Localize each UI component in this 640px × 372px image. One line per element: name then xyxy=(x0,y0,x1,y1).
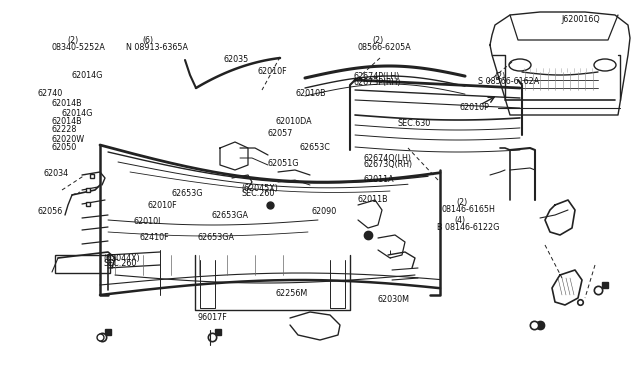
Text: 62011A: 62011A xyxy=(364,174,395,183)
Text: 62011B: 62011B xyxy=(357,196,388,205)
Text: 62051G: 62051G xyxy=(267,158,298,167)
Ellipse shape xyxy=(594,59,616,71)
Text: 62020W: 62020W xyxy=(52,135,85,144)
Text: 62410F: 62410F xyxy=(139,234,168,243)
Text: 62674Q(LH): 62674Q(LH) xyxy=(363,154,411,163)
Text: SEC.260: SEC.260 xyxy=(241,189,275,199)
Text: (62044X): (62044X) xyxy=(103,253,140,263)
Text: 62740: 62740 xyxy=(37,90,62,99)
Text: (2): (2) xyxy=(456,199,467,208)
Text: 62653GA: 62653GA xyxy=(211,211,248,219)
Text: 62035: 62035 xyxy=(224,55,249,64)
Text: 62010I: 62010I xyxy=(134,218,161,227)
Text: (4): (4) xyxy=(454,217,465,225)
Text: 62653GA: 62653GA xyxy=(198,234,235,243)
Text: (2): (2) xyxy=(494,71,505,80)
Text: J620016Q: J620016Q xyxy=(561,16,600,25)
Text: (6): (6) xyxy=(142,36,153,45)
Text: SEC.260: SEC.260 xyxy=(103,260,136,269)
Bar xyxy=(55,255,110,273)
Text: 62014G: 62014G xyxy=(62,109,93,118)
Text: 62034: 62034 xyxy=(44,170,69,179)
Text: 62673Q(RH): 62673Q(RH) xyxy=(363,160,412,169)
Text: 62014G: 62014G xyxy=(71,71,102,80)
Text: 08566-6205A: 08566-6205A xyxy=(357,42,411,51)
Text: B 08146-6122G: B 08146-6122G xyxy=(437,222,499,231)
Text: 62014B: 62014B xyxy=(52,99,83,109)
Text: 08340-5252A: 08340-5252A xyxy=(52,42,106,51)
Text: 62010F: 62010F xyxy=(257,67,287,76)
Text: 62674P(LH): 62674P(LH) xyxy=(353,71,399,80)
Text: (62045X): (62045X) xyxy=(241,183,278,192)
Text: 62010DA: 62010DA xyxy=(276,118,312,126)
Text: 62653G: 62653G xyxy=(171,189,202,199)
Ellipse shape xyxy=(509,59,531,71)
Text: (2): (2) xyxy=(372,36,383,45)
Text: (2): (2) xyxy=(67,36,78,45)
Text: N 08913-6365A: N 08913-6365A xyxy=(126,42,188,51)
Text: 62653C: 62653C xyxy=(299,144,330,153)
Text: S 08566-6162A: S 08566-6162A xyxy=(478,77,540,87)
Text: 96017F: 96017F xyxy=(198,314,228,323)
Text: 62056: 62056 xyxy=(37,208,62,217)
Text: SEC.630: SEC.630 xyxy=(398,119,431,128)
Text: 62228: 62228 xyxy=(52,125,77,135)
Text: 62010F: 62010F xyxy=(148,202,178,211)
Text: 62057: 62057 xyxy=(267,128,292,138)
Text: 62050: 62050 xyxy=(52,144,77,153)
Text: 62010B: 62010B xyxy=(295,89,326,97)
Text: 62090: 62090 xyxy=(312,208,337,217)
Text: 62014B: 62014B xyxy=(52,118,83,126)
Text: 62030M: 62030M xyxy=(377,295,409,305)
Text: 62010P: 62010P xyxy=(459,103,489,112)
Text: 08146-6165H: 08146-6165H xyxy=(441,205,495,215)
Text: 62673P(RH): 62673P(RH) xyxy=(353,77,401,87)
Text: 62256M: 62256M xyxy=(275,289,307,298)
